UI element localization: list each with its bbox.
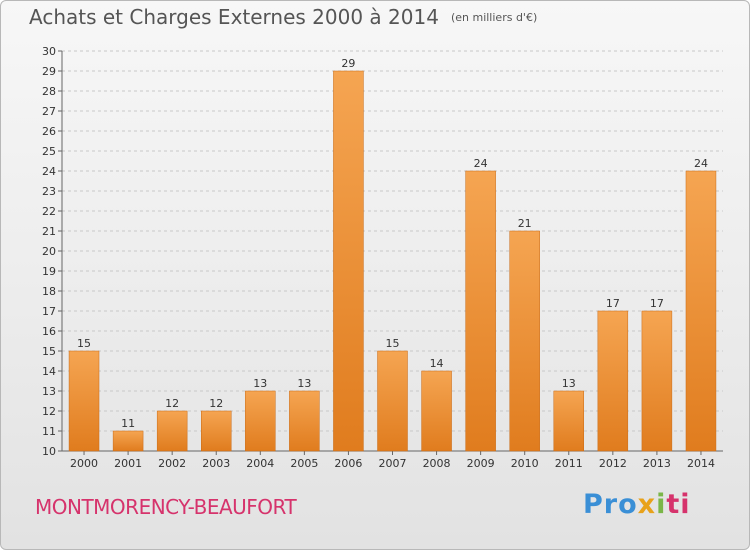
bar	[597, 310, 629, 452]
bar	[201, 410, 232, 452]
value-label: 12	[165, 397, 179, 410]
y-tick-label: 14	[42, 365, 56, 378]
x-tick-label: 2001	[114, 457, 142, 470]
y-tick-label: 11	[42, 425, 56, 438]
value-label: 24	[474, 157, 488, 170]
y-tick-label: 24	[42, 165, 56, 178]
x-tick-label: 2013	[643, 457, 671, 470]
x-tick-label: 2002	[158, 457, 186, 470]
bar	[289, 390, 320, 452]
bar	[509, 230, 540, 452]
bar	[553, 390, 584, 452]
y-tick-label: 12	[42, 405, 56, 418]
value-label: 17	[650, 297, 664, 310]
bar	[156, 410, 188, 452]
y-tick-label: 25	[42, 145, 56, 158]
value-label: 12	[209, 397, 223, 410]
x-tick-label: 2009	[467, 457, 495, 470]
x-tick-label: 2000	[70, 457, 98, 470]
y-tick-label: 23	[42, 185, 56, 198]
y-tick-label: 13	[42, 385, 56, 398]
x-tick-label: 2006	[334, 457, 362, 470]
brand-logo: Proxiti	[583, 489, 691, 520]
bar	[465, 170, 496, 452]
brand-part-3: i	[656, 489, 667, 520]
x-tick-label: 2014	[687, 457, 715, 470]
labels: 10 11 12 13 14 15 16 17 18 19 20 21 22 23 24 25 26 27 28 29…	[42, 45, 715, 470]
bar	[377, 350, 408, 452]
y-tick-label: 26	[42, 125, 56, 138]
y-tick-label: 10	[42, 445, 56, 458]
value-label: 15	[77, 337, 91, 350]
chart-title: Achats et Charges Externes 2000 à 2014 (e…	[29, 5, 537, 29]
brand-part-2: x	[637, 489, 657, 520]
bar	[685, 170, 717, 452]
y-tick-label: 18	[42, 285, 56, 298]
y-tick-label: 16	[42, 325, 56, 338]
value-label: 21	[518, 217, 532, 230]
bar	[333, 70, 364, 452]
x-tick-label: 2011	[555, 457, 583, 470]
value-label: 14	[430, 357, 444, 370]
title-text: Achats et Charges Externes 2000 à 2014	[29, 5, 439, 29]
value-label: 13	[562, 377, 576, 390]
y-tick-label: 15	[42, 345, 56, 358]
y-tick-label: 19	[42, 265, 56, 278]
value-label: 17	[606, 297, 620, 310]
brand-part-4: ti	[666, 489, 691, 520]
x-tick-label: 2003	[202, 457, 230, 470]
bars	[68, 70, 717, 452]
unit-label: (en milliers d'€)	[450, 11, 538, 24]
value-label: 29	[341, 57, 355, 70]
bar	[641, 310, 673, 452]
y-tick-label: 17	[42, 305, 56, 318]
value-label: 13	[297, 377, 311, 390]
x-tick-label: 2004	[246, 457, 274, 470]
x-tick-label: 2007	[379, 457, 407, 470]
value-label: 24	[694, 157, 708, 170]
bar	[245, 390, 276, 452]
bar	[112, 430, 144, 452]
x-tick-label: 2010	[511, 457, 539, 470]
bar	[68, 350, 100, 452]
y-tick-label: 21	[42, 225, 56, 238]
x-tick-label: 2008	[423, 457, 451, 470]
y-tick-label: 27	[42, 105, 56, 118]
y-tick-label: 22	[42, 205, 56, 218]
value-label: 11	[121, 417, 135, 430]
x-tick-label: 2005	[290, 457, 318, 470]
commune-name: MONTMORENCY-BEAUFORT	[35, 495, 297, 519]
y-tick-label: 20	[42, 245, 56, 258]
y-tick-label: 29	[42, 65, 56, 78]
value-label: 15	[386, 337, 400, 350]
value-label: 13	[253, 377, 267, 390]
x-tick-label: 2012	[599, 457, 627, 470]
brand-part-1: Pro	[583, 489, 638, 520]
y-tick-label: 28	[42, 85, 56, 98]
y-tick-label: 30	[42, 45, 56, 58]
bar	[421, 370, 452, 452]
